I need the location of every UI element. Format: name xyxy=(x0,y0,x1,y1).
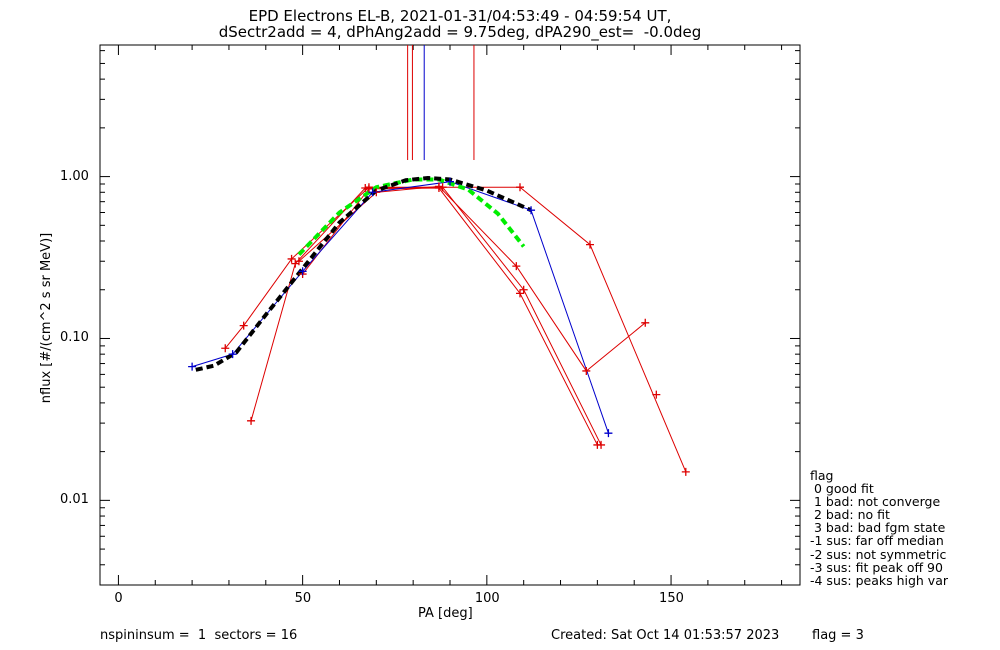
flag-legend-title: flag xyxy=(810,468,834,483)
data-point-red xyxy=(681,467,690,476)
y-tick-label-1.00: 1.00 xyxy=(60,168,89,184)
data-point-blue xyxy=(446,177,454,186)
series-lines xyxy=(191,176,687,473)
flag-legend-item: 2 bad: no fit xyxy=(810,507,890,523)
footer-created: Created: Sat Oct 14 01:53:57 2023 xyxy=(551,628,780,643)
chart-title-line2: dSectr2add = 4, dPhAng2add = 9.75deg, dP… xyxy=(218,23,702,41)
series-markers xyxy=(188,177,690,476)
chart-title-line1: EPD Electrons EL-B, 2021-01-31/04:53:49 … xyxy=(248,7,672,25)
flag-legend-item: -3 sus: fit peak off 90 xyxy=(810,559,943,575)
flag-legend-item: 0 good fit xyxy=(810,481,874,497)
x-tick-label-50: 50 xyxy=(294,591,312,606)
plot-frame xyxy=(99,44,801,586)
series-line-red xyxy=(302,187,598,446)
x-tick-label-100: 100 xyxy=(474,591,500,606)
data-point-red xyxy=(516,289,524,298)
axis-ticks xyxy=(100,45,800,586)
y-axis-label: nflux [#/(cm^2 s sr MeV)] xyxy=(39,232,54,404)
y-tick-label-0.10: 0.10 xyxy=(60,330,89,346)
data-point-blue xyxy=(604,429,613,438)
data-point-blue xyxy=(188,362,197,371)
data-point-red xyxy=(239,321,248,330)
series-line-red xyxy=(224,186,687,473)
data-point-red xyxy=(287,254,296,263)
data-point-red xyxy=(516,183,524,192)
data-point-blue xyxy=(527,206,536,215)
series-line-red xyxy=(298,185,646,372)
flag-legend: flag 0 good fit 1 bad: not converge 2 ba… xyxy=(810,469,948,587)
series-line-red xyxy=(250,186,602,446)
data-point-red xyxy=(294,257,303,266)
x-tick-label-0: 0 xyxy=(114,591,123,606)
data-point-red xyxy=(641,318,650,327)
footer-nspin: nspininsum = 1 sectors = 16 xyxy=(100,628,298,643)
flag-legend-item: 3 bad: bad fgm state xyxy=(810,520,946,536)
data-point-blue xyxy=(228,350,237,359)
data-point-red xyxy=(593,440,602,449)
data-point-blue xyxy=(368,188,377,197)
data-point-red xyxy=(582,366,591,375)
fit-curve-black xyxy=(195,176,532,372)
x-tick-label-150: 150 xyxy=(659,591,684,606)
data-point-red xyxy=(247,416,256,425)
footer-flag: flag = 3 xyxy=(812,628,864,643)
data-point-red xyxy=(438,183,447,192)
series-line-blue xyxy=(191,181,609,434)
y-tick-label-0.01: 0.01 xyxy=(60,492,89,508)
flag-legend-item: 1 bad: not converge xyxy=(810,494,941,510)
data-point-red xyxy=(652,390,661,399)
x-axis-label: PA [deg] xyxy=(418,606,473,621)
data-point-red xyxy=(519,285,528,294)
vertical-markers xyxy=(407,45,475,160)
data-point-red xyxy=(586,240,594,249)
flag-legend-item: -1 sus: far off median xyxy=(810,533,944,549)
flag-legend-item: -4 sus: peaks high var xyxy=(810,572,949,588)
data-point-blue xyxy=(298,267,307,276)
flag-legend-item: -2 sus: not symmetric xyxy=(810,546,947,562)
data-point-red xyxy=(361,184,370,193)
data-point-red xyxy=(221,344,230,353)
data-point-red xyxy=(434,184,443,193)
data-point-red xyxy=(512,262,521,271)
data-point-red xyxy=(364,184,373,193)
